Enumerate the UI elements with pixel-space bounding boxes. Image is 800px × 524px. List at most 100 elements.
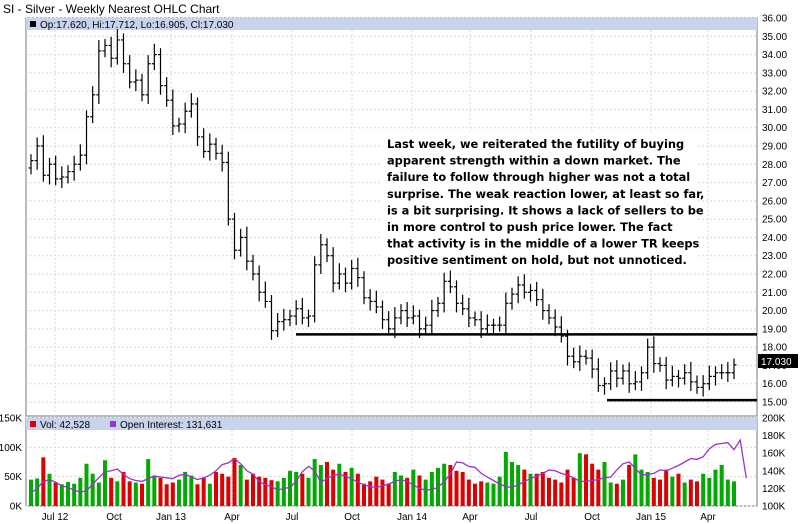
- volume-bar: [614, 483, 619, 506]
- volume-bar: [701, 473, 706, 506]
- ohlc-bar: [645, 338, 651, 380]
- ohlc-bar: [694, 375, 700, 394]
- ohlc-bar: [127, 55, 133, 89]
- volume-bar: [337, 463, 342, 506]
- ohlc-bar: [324, 238, 330, 263]
- ohlc-bar: [546, 304, 552, 325]
- volume-bar: [448, 464, 453, 506]
- ohlc-bar: [663, 356, 669, 390]
- volume-bar: [522, 469, 527, 506]
- volume-bar: [103, 460, 107, 506]
- ohlc-bar: [213, 137, 219, 160]
- ohlc-bar: [77, 144, 83, 171]
- volume-bar: [627, 464, 632, 506]
- ohlc-bar: [176, 117, 182, 133]
- volume-bar: [257, 476, 262, 506]
- price-tick-label: 32.00: [762, 87, 787, 98]
- volume-bar: [96, 482, 101, 506]
- ohlc-bar: [435, 296, 441, 317]
- volume-bar: [325, 462, 329, 506]
- price-tick-label: 21.00: [762, 288, 787, 299]
- volume-bar: [164, 484, 169, 506]
- ohlc-bar: [182, 102, 188, 134]
- open-interest-series: [30, 438, 747, 494]
- volume-bar: [343, 471, 348, 506]
- volume-bar: [454, 470, 459, 506]
- note-line: in more control to push price lower. The…: [387, 220, 673, 234]
- ohlc-bar: [583, 349, 589, 365]
- price-axis: 15.0016.0017.0018.0019.0020.0021.0022.00…: [762, 14, 787, 409]
- ohlc-bar: [706, 365, 712, 391]
- ohlc-bar: [361, 271, 367, 305]
- commentary-note: Last week, we reiterated the futility of…: [382, 132, 704, 268]
- ohlc-bar: [34, 137, 40, 170]
- volume-bar: [288, 470, 292, 506]
- ohlc-bar: [700, 375, 706, 397]
- ohlc-legend-swatch: [30, 21, 36, 27]
- volume-bar: [608, 482, 613, 506]
- ohlc-bar: [454, 280, 459, 313]
- ohlc-bar: [299, 297, 305, 325]
- ohlc-bar: [244, 226, 250, 271]
- ohlc-bar: [219, 144, 225, 172]
- volume-bar: [306, 477, 311, 506]
- oi-tick-label: 120K: [762, 484, 786, 495]
- ohlc-bar: [620, 364, 626, 385]
- volume-tick-label: 0K: [10, 502, 23, 513]
- ohlc-bar: [497, 316, 503, 332]
- ohlc-bar: [472, 311, 478, 327]
- ohlc-bar: [250, 254, 256, 281]
- note-line: Last week, we reiterated the futility of…: [387, 137, 684, 151]
- price-tick-label: 30.00: [762, 123, 787, 134]
- price-tick-label: 22.00: [762, 270, 787, 281]
- ohlc-bar: [380, 300, 385, 329]
- volume-bar: [214, 471, 218, 506]
- date-tick-label: Oct: [344, 512, 360, 523]
- volume-bar: [590, 463, 595, 506]
- volume-bar: [115, 481, 120, 506]
- volume-bar: [72, 483, 77, 506]
- volume-bar: [269, 480, 274, 506]
- volume-bar: [251, 473, 255, 506]
- price-legend-band: [26, 18, 757, 30]
- date-tick-label: Apr: [224, 512, 240, 523]
- price-tick-label: 29.00: [762, 142, 787, 153]
- ohlc-bar: [639, 366, 644, 392]
- volume-bar: [473, 483, 477, 506]
- ohlc-bar: [53, 155, 59, 186]
- ohlc-bar: [96, 40, 102, 104]
- ohlc-bar: [460, 294, 466, 316]
- ohlc-bar: [343, 267, 348, 293]
- date-tick-label: Jan 14: [397, 512, 427, 523]
- ohlc-bar: [725, 361, 731, 382]
- note-line: surprise. The weak reaction lower, at le…: [387, 187, 704, 201]
- ohlc-bar: [151, 43, 157, 71]
- ohlc-bar: [65, 165, 71, 184]
- ohlc-bar: [133, 69, 139, 92]
- ohlc-bar: [521, 274, 527, 299]
- volume-bar: [571, 477, 576, 506]
- oi-tick-label: 200K: [762, 414, 786, 425]
- ohlc-bar: [145, 55, 151, 104]
- volume-bar: [152, 475, 157, 506]
- ohlc-bar: [614, 360, 620, 388]
- volume-legend-band: [26, 418, 757, 430]
- volume-bar: [244, 479, 249, 506]
- volume-bars: [29, 452, 736, 506]
- oi-tick-label: 100K: [762, 502, 786, 513]
- volume-bar: [355, 473, 360, 506]
- ohlc-bar: [40, 135, 46, 182]
- note-line: failure to follow through higher was not…: [387, 170, 690, 184]
- ohlc-bar: [577, 345, 583, 371]
- date-tick-label: Jul: [525, 512, 538, 523]
- date-tick-label: Jan 13: [156, 512, 186, 523]
- ohlc-bar: [528, 284, 533, 302]
- ohlc-bar: [59, 166, 65, 189]
- ohlc-bar: [195, 97, 200, 146]
- ohlc-bar: [676, 370, 681, 388]
- ohlc-bar: [306, 309, 311, 328]
- ohlc-bar: [466, 297, 472, 328]
- ohlc-bars: [28, 29, 737, 397]
- volume-bar: [695, 481, 699, 506]
- volume-bar: [207, 483, 212, 506]
